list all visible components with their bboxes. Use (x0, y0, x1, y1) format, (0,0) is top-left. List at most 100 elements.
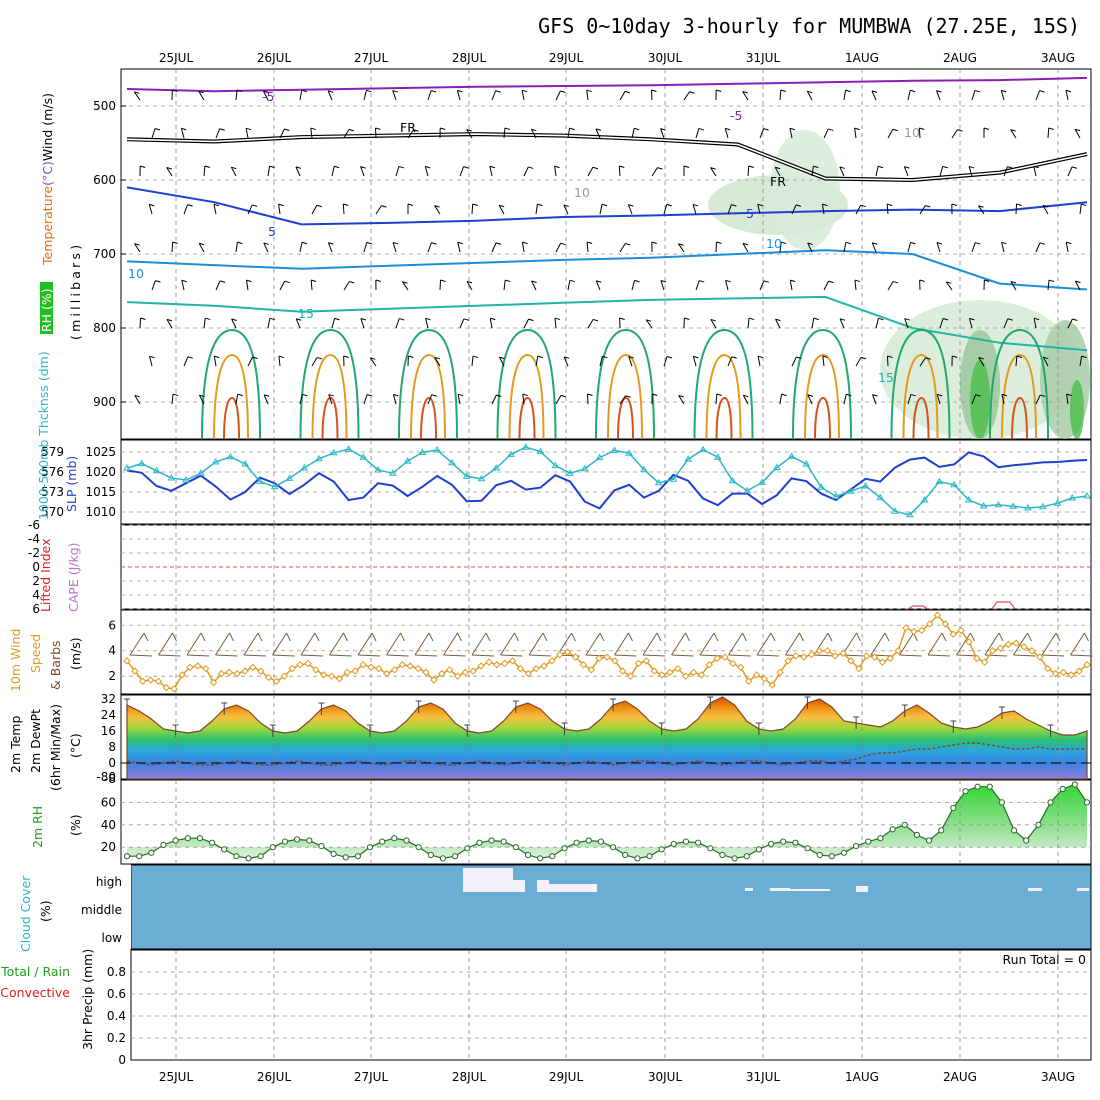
wind-barb-staff (471, 203, 474, 215)
wind-barb-flag (795, 204, 802, 207)
wind-barb-staff (587, 319, 594, 329)
wind-speed-marker (1028, 647, 1036, 655)
wind-barb-flag (854, 279, 861, 283)
wind-barb-flag (166, 167, 172, 170)
precip-tick-label: 0 (118, 1053, 126, 1067)
wind-barb-flag (425, 165, 431, 169)
wind10m-barb-tail (329, 654, 352, 657)
wind10m-barb-tail (272, 654, 295, 657)
rh-marker (682, 838, 690, 845)
wind-barb-staff (1075, 280, 1081, 291)
cloud-axis: high middle low (81, 875, 122, 945)
wind-barb-flag (301, 241, 308, 245)
wind-barb-flag (245, 127, 252, 131)
wind-speed-marker (752, 671, 761, 679)
wind-speed-marker (831, 652, 839, 660)
rh-marker (257, 853, 264, 860)
lifted-index-mark (991, 601, 1016, 610)
wind-speed-marker (784, 657, 792, 665)
wind-barb-flag (634, 127, 640, 131)
wind-barb-staff (823, 280, 829, 291)
wind-barb-staff (631, 128, 635, 139)
wind-barb-flag (343, 203, 349, 207)
wind-tick-label: 4 (108, 644, 116, 658)
wind10m-barb-flag (542, 632, 548, 642)
thickness-marker (684, 455, 693, 462)
wind-barb-flag (284, 128, 290, 131)
wind-barb-flag (807, 242, 813, 245)
top-date-label: 3AUG (1041, 51, 1075, 65)
slp-line (126, 451, 1088, 510)
contour-label-minus5b: -5 (730, 108, 742, 123)
thickness-marker (226, 452, 235, 460)
wind-barb-staff (854, 128, 857, 139)
wind-barb-staff (434, 357, 441, 367)
wind-barb-staff (555, 90, 561, 101)
cloud-block (537, 880, 549, 892)
slp-frame (120, 439, 1092, 525)
wind-speed-marker (217, 669, 226, 678)
temp-tick-label: 16 (101, 724, 116, 738)
lifted-tick-label: 4 (32, 588, 40, 602)
wind-barb-flag (969, 317, 975, 321)
wind-barb-staff (968, 166, 973, 177)
wind-barb-flag (1001, 241, 1007, 245)
wind-barb-staff (535, 204, 538, 215)
wind-barb-staff (1033, 166, 1037, 177)
warm-contour-red (617, 396, 634, 440)
wind-barb-flag (624, 90, 631, 94)
wind-barb-flag (284, 280, 290, 284)
wind-barb-flag (198, 90, 204, 94)
wind-speed-marker (705, 661, 714, 669)
wind-speed-marker (855, 664, 863, 673)
wind-barb-staff (1010, 129, 1017, 139)
wind-barb-staff (875, 166, 879, 177)
wind-barb-flag (149, 355, 155, 359)
wind-barb-staff (843, 242, 847, 253)
wind-barb-flag (219, 280, 226, 283)
wind-barb-flag (936, 90, 942, 93)
wind10m-barb-staff (1041, 632, 1057, 656)
thickness-marker (654, 478, 663, 486)
wind-speed-marker (776, 668, 784, 677)
slp-series (123, 443, 1091, 518)
wind-barb-flag (807, 394, 814, 397)
thickness-marker (758, 478, 766, 485)
wind10m-barb-staff (158, 632, 173, 656)
rh-marker (719, 851, 726, 859)
wind10m-barb-flag (371, 632, 377, 642)
thickness-marker (713, 453, 722, 460)
wind-barb-flag (725, 127, 731, 131)
wind-barb-flag (269, 317, 276, 321)
rh2m-label: 2m RH (30, 806, 45, 848)
wind-barb-flag (910, 393, 917, 397)
wind-barb-flag (554, 165, 560, 169)
bottom-date-label: 27JUL (354, 1070, 389, 1084)
wind-barb-staff (1003, 318, 1009, 329)
cloud-blocks (463, 868, 1089, 892)
slp-tick-label: 1020 (85, 465, 116, 479)
wind-barb-staff (1015, 203, 1018, 215)
wind-barb-flag (1075, 280, 1081, 284)
wind-barb-staff (875, 318, 879, 329)
wind-barb-flag (231, 318, 237, 321)
cloud-unit-label: (%) (38, 900, 53, 922)
rh-marker (476, 839, 483, 846)
wind-barb-staff (263, 90, 269, 101)
wind-barb-staff (683, 91, 691, 101)
wind-speed-marker (304, 659, 312, 668)
wind-barb-flag (684, 317, 690, 320)
wind-barb-staff (563, 356, 569, 367)
wind-speed-marker (241, 667, 249, 675)
rh-marker (731, 855, 738, 862)
wind-speed-marker (225, 668, 234, 677)
wind-barb-flag (710, 318, 716, 322)
wind-barb-flag (413, 129, 419, 132)
wind-speed-marker (398, 661, 407, 669)
wind-speed-marker (744, 677, 753, 685)
thickness-marker (123, 464, 131, 471)
wind-barb-flag (942, 165, 948, 169)
wind-barb-staff (425, 318, 429, 329)
wind-barb-staff (554, 318, 557, 329)
thickness-marker (1083, 492, 1091, 499)
